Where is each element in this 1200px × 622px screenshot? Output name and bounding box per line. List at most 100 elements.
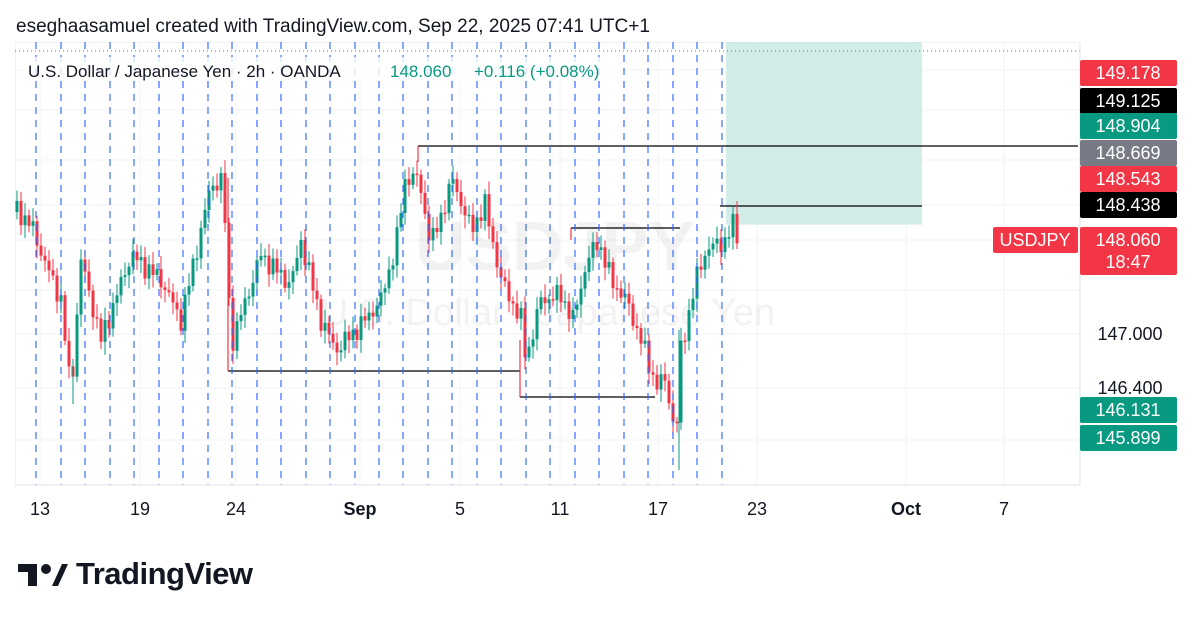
x-tick-label: 23 xyxy=(747,499,767,519)
countdown-label: 18:47 xyxy=(1105,252,1150,272)
candle-body xyxy=(311,262,315,291)
candle-body xyxy=(451,179,455,184)
candle-body xyxy=(103,319,107,342)
candle-body xyxy=(735,214,739,244)
price-chart[interactable]: USDJPY U.S. Dollar / Japanese Yen U.S. Dol… xyxy=(14,0,1187,526)
price-tag-badge xyxy=(1080,140,1177,166)
candle-body xyxy=(615,288,619,290)
candle-body xyxy=(59,295,63,302)
candle-body xyxy=(591,242,595,258)
candle-body xyxy=(403,179,407,213)
price-tag-badge xyxy=(1080,166,1177,192)
candle-body xyxy=(47,260,51,271)
y-tick-label: 146.400 xyxy=(1097,378,1162,398)
candle-body xyxy=(307,262,311,266)
candle-body xyxy=(603,247,607,268)
candle-body xyxy=(159,269,163,288)
candle-body xyxy=(179,309,183,331)
candle-body xyxy=(731,214,735,238)
candle-body xyxy=(415,173,419,176)
candle-body xyxy=(355,329,359,340)
candle-body xyxy=(211,185,215,191)
candle-body xyxy=(227,223,231,298)
price-tag-badge xyxy=(1080,88,1177,114)
candle-body xyxy=(63,295,67,341)
candle-body xyxy=(315,290,319,300)
candle-body xyxy=(131,251,135,267)
candle-body xyxy=(543,297,547,304)
candle-body xyxy=(611,262,615,289)
price-tag-label: 148.543 xyxy=(1095,169,1160,189)
price-tag-label: 146.131 xyxy=(1095,400,1160,420)
candle-body xyxy=(535,309,539,340)
candle-body xyxy=(715,238,719,244)
candle-body xyxy=(463,206,467,216)
candle-body xyxy=(195,258,199,260)
chart-legend-title: U.S. Dollar / Japanese Yen · 2h · OANDA xyxy=(28,62,341,81)
candle-body xyxy=(231,297,235,351)
candle-body xyxy=(115,295,119,304)
candle-body xyxy=(643,340,647,344)
price-tag-label: 148.669 xyxy=(1095,143,1160,163)
candle-body xyxy=(155,269,159,275)
candle-body xyxy=(659,374,663,390)
candle-body xyxy=(571,309,575,319)
candle-body xyxy=(447,183,451,214)
candle-body xyxy=(187,285,191,295)
candle-body xyxy=(239,314,243,322)
take-profit-zone xyxy=(726,16,922,225)
candle-body xyxy=(439,212,443,232)
candle-body xyxy=(283,269,287,288)
price-tag-label: 148.904 xyxy=(1095,116,1160,136)
candle-body xyxy=(295,257,299,272)
tradingview-logo: TradingView xyxy=(18,556,253,592)
candle-body xyxy=(479,217,483,221)
candle-body xyxy=(347,331,351,341)
chart-credit-header: eseghaasamuel created with TradingView.c… xyxy=(16,16,650,37)
candle-body xyxy=(531,339,535,347)
candle-body xyxy=(371,312,375,317)
candle-body xyxy=(627,293,631,304)
candle-body xyxy=(547,299,551,304)
x-tick-label: 7 xyxy=(999,499,1009,519)
candle-body xyxy=(727,237,731,239)
symbol-label-text: USDJPY xyxy=(999,230,1070,250)
candle-body xyxy=(223,173,227,224)
candle-body xyxy=(523,308,527,358)
candle-body xyxy=(607,262,611,268)
candle-body xyxy=(443,212,447,215)
candle-body xyxy=(491,226,495,243)
candle-body xyxy=(43,255,47,261)
candle-body xyxy=(111,303,115,329)
candle-body xyxy=(503,277,507,282)
watermark-name: U.S. Dollar / Japanese Yen xyxy=(321,292,775,334)
candle-body xyxy=(287,282,291,288)
candle-body xyxy=(319,299,323,331)
last-price-label: 148.060 xyxy=(1095,230,1160,250)
candle-body xyxy=(683,340,687,343)
candle-body xyxy=(255,260,259,283)
candle-body xyxy=(563,301,567,303)
candle-body xyxy=(303,239,307,266)
candle-body xyxy=(631,303,635,326)
candle-body xyxy=(495,242,499,268)
candle-body xyxy=(39,245,43,256)
candle-body xyxy=(567,301,571,319)
candle-body xyxy=(599,247,603,251)
candle-body xyxy=(263,255,267,258)
candle-body xyxy=(647,340,651,373)
price-tag-badge xyxy=(1080,425,1177,451)
candle-body xyxy=(143,257,147,279)
tradingview-logo-text: TradingView xyxy=(76,556,253,591)
candle-body xyxy=(51,270,55,276)
candle-body xyxy=(95,317,99,319)
candle-body xyxy=(407,179,411,185)
tradingview-logo-icon xyxy=(18,564,68,586)
candle-body xyxy=(91,290,95,318)
candle-body xyxy=(279,269,283,273)
chart-canvas[interactable]: USDJPY U.S. Dollar / Japanese Yen U.S. Dol… xyxy=(14,0,1187,526)
candle-body xyxy=(467,214,471,217)
candle-body xyxy=(259,256,263,261)
symbol-label-badge xyxy=(993,227,1078,253)
candle-body xyxy=(171,292,175,303)
